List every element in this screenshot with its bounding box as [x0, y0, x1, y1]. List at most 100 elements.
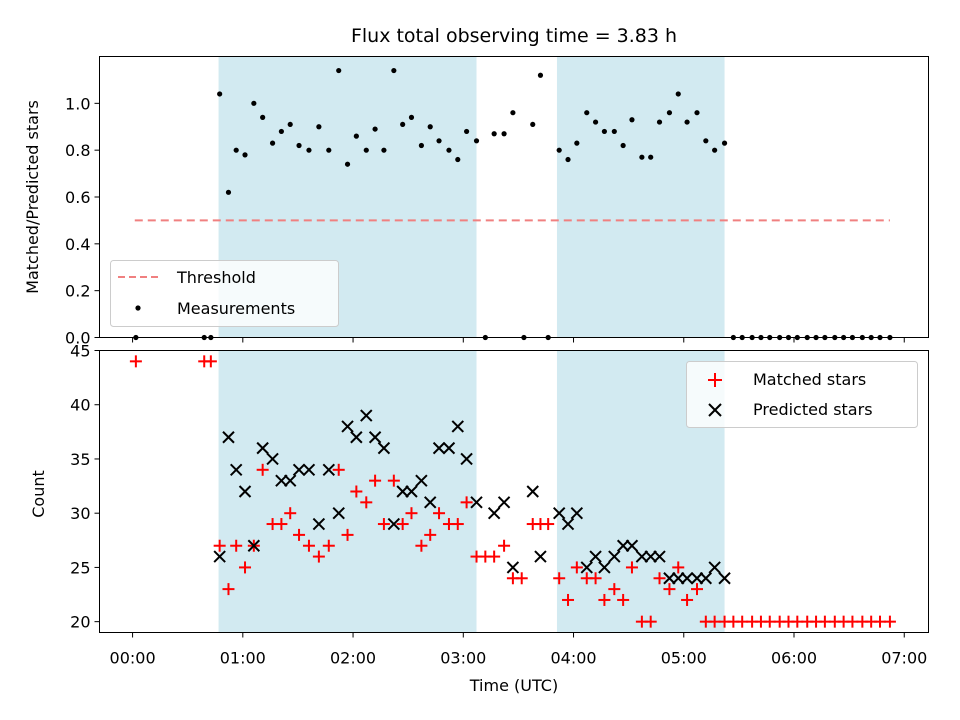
- predicted-stars-point: [460, 452, 473, 466]
- predicted-stars-point: [635, 550, 649, 563]
- predicted-stars-point: [222, 431, 235, 444]
- predicted-stars-point: [470, 496, 483, 509]
- measurement-point: [306, 147, 312, 153]
- measurement-point: [703, 138, 709, 144]
- measurement-point: [296, 142, 302, 149]
- x-tick-label: 06:00: [771, 649, 817, 668]
- matched-stars-point: [515, 572, 528, 585]
- measurement-point: [391, 67, 397, 74]
- measurement-point: [574, 140, 580, 146]
- matched-stars-point: [570, 561, 583, 574]
- measurement-point: [721, 140, 728, 146]
- predicted-stars-point: [341, 420, 354, 433]
- predicted-stars-point: [570, 506, 584, 520]
- matched-stars-point: [341, 528, 354, 541]
- predicted-stars-point: [415, 474, 428, 487]
- predicted-stars-point: [442, 441, 456, 455]
- x-tick-label: 01:00: [220, 649, 266, 668]
- predicted-stars-point: [672, 572, 685, 585]
- predicted-stars-point: [350, 431, 363, 444]
- predicted-stars-point: [708, 561, 721, 574]
- count-panel-frame: [99, 350, 929, 633]
- matched-stars-point: [672, 561, 685, 574]
- y-tick-label: 0.2: [65, 282, 90, 301]
- predicted-stars-point: [275, 474, 288, 487]
- observing-span-2: [556, 56, 725, 338]
- matched-stars-point: [451, 518, 464, 531]
- matched-stars-point: [387, 474, 400, 487]
- matched-stars-point: [553, 572, 566, 585]
- matched-stars-point: [350, 485, 363, 498]
- predicted-stars-point: [644, 550, 657, 563]
- predicted-stars-point: [229, 463, 243, 477]
- legend-matched-swatch: [708, 373, 722, 387]
- predicted-stars-point: [451, 420, 464, 433]
- predicted-stars-point: [360, 409, 373, 422]
- measurement-point: [408, 114, 415, 120]
- predicted-stars-point: [598, 561, 611, 574]
- predicted-stars-point: [266, 452, 279, 466]
- predicted-stars-point: [322, 463, 336, 477]
- matched-stars-point: [312, 550, 325, 563]
- predicted-stars-point: [312, 517, 326, 531]
- x-tick-label: 04:00: [550, 649, 596, 668]
- matched-stars-point: [239, 561, 252, 574]
- predicted-stars-point: [302, 463, 316, 477]
- predicted-stars-point: [405, 485, 418, 498]
- legend-measurements-swatch: [135, 305, 141, 311]
- matched-stars-point: [883, 615, 896, 628]
- measurement-point: [225, 189, 232, 195]
- predicted-stars-point: [680, 572, 694, 585]
- predicted-stars-point: [526, 485, 539, 498]
- matched-stars-point: [617, 593, 630, 606]
- y-tick-label: 40: [70, 396, 90, 415]
- y-tick-label: 0.0: [65, 329, 90, 348]
- chart-title: Flux total observing time = 3.83 h: [351, 25, 677, 47]
- x-axis-label: Time (UTC): [469, 676, 558, 695]
- matched-stars-point: [681, 593, 694, 606]
- predicted-stars-point: [561, 517, 575, 531]
- measurement-point: [251, 100, 257, 106]
- matched-stars-point: [598, 593, 611, 606]
- predicted-stars-point: [432, 441, 446, 455]
- predicted-stars-point: [292, 463, 306, 477]
- predicted-stars-point: [213, 550, 226, 563]
- matched-stars-point: [293, 528, 306, 541]
- legend-threshold-label: Threshold: [176, 268, 256, 287]
- predicted-stars-point: [625, 539, 639, 552]
- legend-predicted-label: Predicted stars: [753, 400, 873, 419]
- matched-stars-point: [498, 539, 511, 552]
- count-panel-ylabel: Count: [29, 470, 48, 518]
- predicted-stars-point: [580, 561, 593, 574]
- predicted-stars-point: [534, 550, 547, 563]
- measurement-point: [639, 154, 645, 160]
- matched-stars-point: [653, 572, 666, 585]
- matched-stars-point: [369, 474, 382, 487]
- predicted-stars-point: [699, 572, 713, 585]
- measurement-point: [611, 128, 617, 135]
- measurement-point: [684, 119, 690, 125]
- measurement-point: [278, 128, 284, 135]
- x-tick-label: 00:00: [110, 649, 156, 668]
- measurement-point: [455, 156, 461, 163]
- y-tick-label: 45: [70, 342, 90, 361]
- matched-stars-point: [433, 507, 446, 520]
- predicted-stars-point: [368, 431, 382, 444]
- matched-stars-point: [644, 615, 657, 628]
- matched-stars-point: [488, 550, 501, 563]
- predicted-stars-point: [653, 550, 666, 563]
- matched-stars-point: [256, 463, 269, 476]
- matched-stars-point: [222, 583, 235, 596]
- matched-stars-point: [230, 539, 243, 552]
- y-tick-label: 0.8: [65, 141, 90, 160]
- measurement-point: [269, 140, 276, 146]
- measurement-point: [666, 110, 673, 116]
- x-tick-label: 05:00: [661, 649, 707, 668]
- ratio-legend-box: [110, 260, 339, 327]
- measurement-point: [381, 147, 387, 153]
- measurement-point: [565, 156, 571, 163]
- predicted-stars-point: [663, 572, 676, 585]
- measurement-point: [556, 147, 562, 153]
- predicted-stars-point: [506, 561, 520, 574]
- matched-stars-point: [542, 518, 555, 531]
